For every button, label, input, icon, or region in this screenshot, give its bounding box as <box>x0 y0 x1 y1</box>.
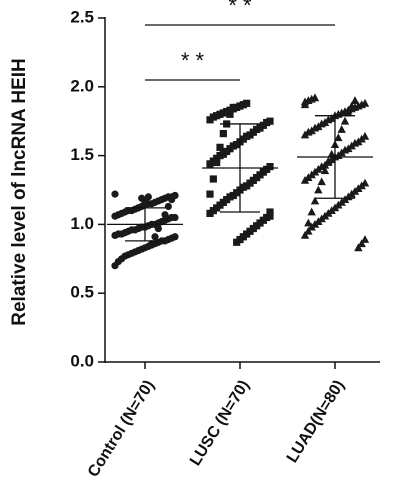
data-point <box>226 110 234 118</box>
data-point <box>350 96 360 104</box>
data-point <box>161 211 169 219</box>
data-point <box>148 240 156 248</box>
data-point <box>111 190 119 198</box>
data-point <box>357 239 366 248</box>
data-point <box>307 222 316 231</box>
data-point <box>219 129 227 138</box>
data-point <box>213 158 221 167</box>
data-point <box>144 193 152 201</box>
y-tick-label: 0.5 <box>70 283 94 302</box>
data-point <box>317 177 326 186</box>
data-point <box>310 196 320 205</box>
data-point <box>327 149 336 158</box>
data-point <box>340 116 350 125</box>
data-point <box>324 156 333 165</box>
data-point <box>111 262 119 270</box>
data-point <box>158 218 166 226</box>
data-point <box>307 207 316 216</box>
data-point <box>344 108 353 117</box>
data-point <box>300 231 310 239</box>
data-point <box>206 190 214 198</box>
data-point <box>206 209 214 217</box>
data-point <box>216 143 224 151</box>
data-point <box>111 231 119 240</box>
data-point <box>314 185 323 194</box>
data-point <box>154 224 162 233</box>
y-tick-label: 2.0 <box>70 76 94 95</box>
x-tick-label: LUSC (N=70) <box>187 377 253 469</box>
significance-label: * * <box>228 0 252 18</box>
data-point <box>233 238 241 246</box>
data-point <box>360 235 370 243</box>
data-point <box>304 226 313 235</box>
y-tick-label: 0.0 <box>70 351 94 370</box>
y-tick-label: 1.5 <box>70 145 94 164</box>
data-point <box>168 196 176 204</box>
data-point <box>206 116 214 124</box>
data-point <box>300 100 310 109</box>
data-point <box>320 166 330 175</box>
y-tick-label: 1.0 <box>70 214 94 233</box>
data-point <box>334 133 343 142</box>
data-point <box>206 160 214 168</box>
significance-label: * * <box>181 48 205 73</box>
x-tick-label: LUAD(N=80) <box>284 377 348 466</box>
data-point <box>266 208 274 216</box>
data-point <box>337 125 346 133</box>
y-axis-label: Relative level of lncRNA HEIH <box>9 58 30 325</box>
data-point <box>164 202 172 211</box>
data-point <box>138 194 146 202</box>
data-point <box>209 175 217 183</box>
data-point <box>304 218 313 227</box>
data-point <box>111 212 119 220</box>
data-point <box>151 233 159 241</box>
y-tick-label: 2.5 <box>70 7 94 26</box>
x-tick-label: Control (N=70) <box>85 377 158 480</box>
data-point <box>354 243 363 252</box>
data-point <box>300 175 310 184</box>
data-point <box>229 103 237 112</box>
data-point <box>347 101 356 110</box>
data-point <box>300 130 310 139</box>
